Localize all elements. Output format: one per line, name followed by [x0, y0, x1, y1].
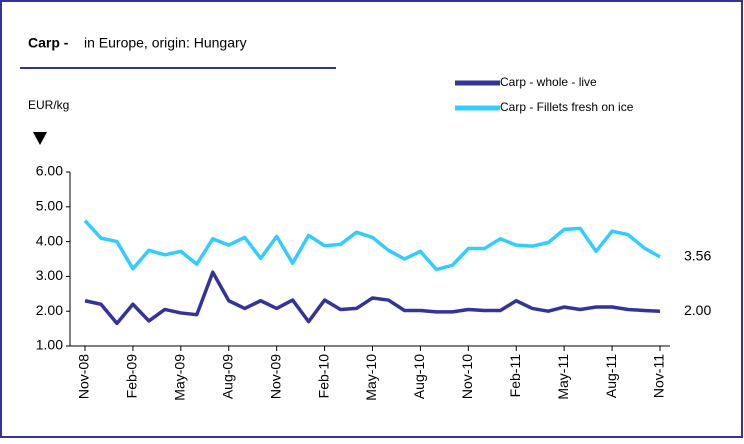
x-tick-label: Feb-09	[124, 354, 140, 399]
x-tick-label: Nov-08	[76, 354, 92, 399]
x-tick-label: Nov-10	[459, 354, 475, 399]
x-tick-label: Aug-10	[411, 354, 427, 399]
line-series	[84, 270, 661, 326]
y-tick-label: 4.00	[36, 232, 63, 248]
x-tick-label: Nov-09	[267, 354, 283, 399]
x-tick-label: Nov-11	[651, 354, 667, 398]
data-label: 2.00	[684, 302, 711, 318]
chart-title: Carp -	[28, 35, 69, 51]
line-series	[83, 219, 661, 272]
y-tick-label: 3.00	[36, 267, 63, 283]
legend-label: Carp - whole - live	[500, 75, 597, 89]
x-tick-label: Feb-11	[507, 354, 523, 398]
data-label: 3.56	[684, 248, 711, 264]
x-tick-label: Aug-09	[219, 354, 235, 399]
chart-subtitle: in Europe, origin: Hungary	[84, 35, 247, 51]
legend-label: Carp - Fillets fresh on ice	[500, 100, 634, 114]
y-axis-label: EUR/kg	[28, 98, 69, 112]
x-tick-label: May-10	[363, 354, 379, 401]
x-tick-label: Feb-10	[315, 354, 331, 399]
y-tick-label: 6.00	[36, 163, 63, 179]
y-tick-label: 5.00	[36, 198, 63, 214]
x-tick-label: May-09	[172, 354, 188, 401]
x-tick-label: May-11	[555, 354, 571, 400]
y-tick-label: 2.00	[36, 302, 63, 318]
arrow	[33, 132, 47, 145]
y-tick-label: 1.00	[36, 337, 63, 353]
x-tick-label: Aug-11	[603, 354, 619, 398]
